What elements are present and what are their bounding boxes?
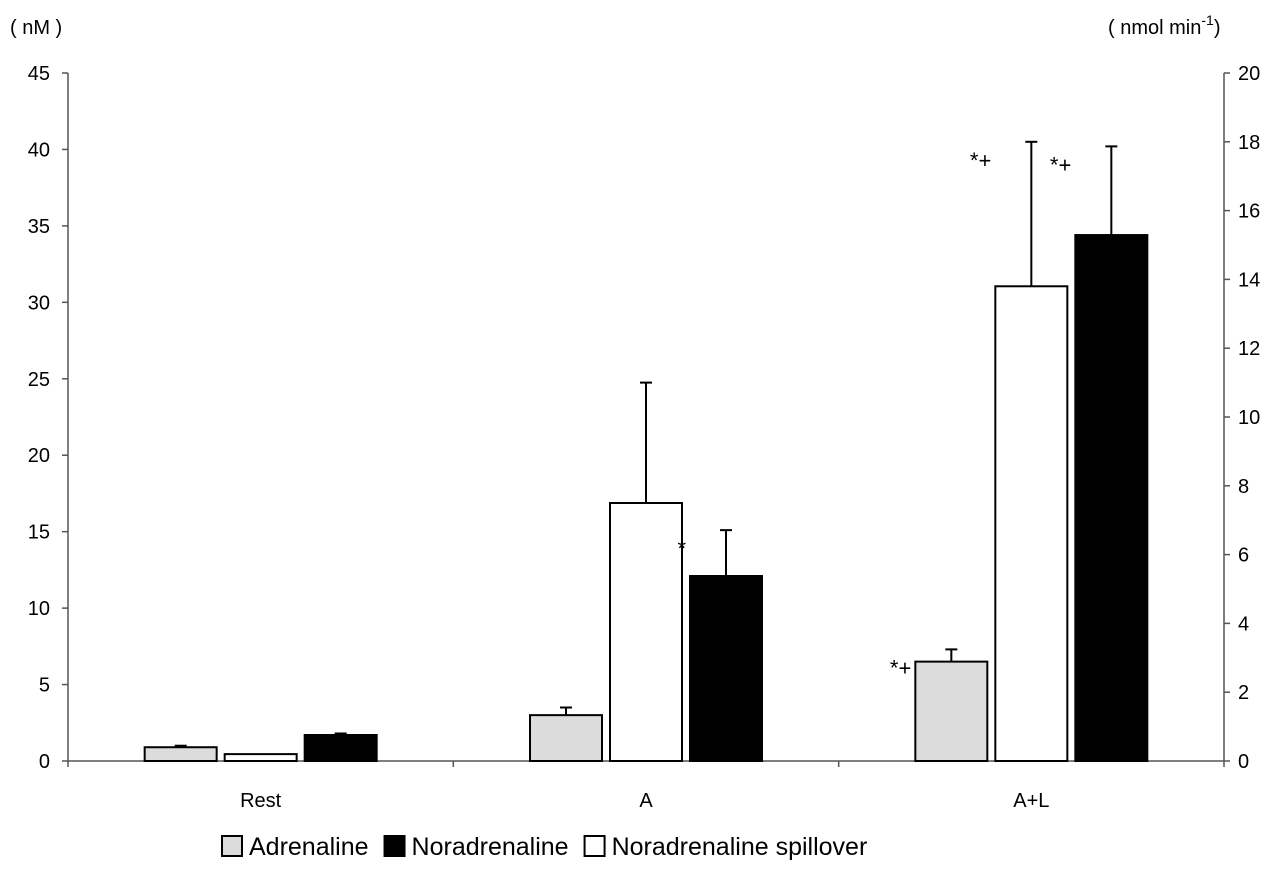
right-tick-label: 20 xyxy=(1238,63,1260,85)
left-tick-label: 10 xyxy=(28,598,50,620)
right-tick-label: 0 xyxy=(1238,751,1249,773)
bar xyxy=(994,285,1069,762)
left-tick-label: 45 xyxy=(28,63,50,85)
category-label: A+L xyxy=(1013,790,1049,812)
bars xyxy=(143,140,1149,763)
legend: Adrenaline Noradrenaline Noradrenaline spi… xyxy=(221,833,868,861)
left-tick-label: 20 xyxy=(28,445,50,467)
right-tick-label: 8 xyxy=(1238,476,1249,498)
bar xyxy=(223,753,298,762)
legend-swatch xyxy=(383,835,406,857)
left-tick-label: 30 xyxy=(28,292,50,314)
legend-label: Adrenaline xyxy=(249,833,369,861)
category-label: A xyxy=(639,790,653,812)
significance-marker: *+ xyxy=(1050,152,1071,177)
category-label: Rest xyxy=(240,790,282,812)
bar xyxy=(914,660,989,762)
right-tick-label: 16 xyxy=(1238,201,1260,223)
left-tick-label: 15 xyxy=(28,522,50,544)
significance-marker: * xyxy=(677,536,686,561)
labels: 0 5 10 15 20 25 30 35 40 45 0 2 4 6 8 10 12 14 16 18 20 ( nM … xyxy=(10,12,1260,812)
legend-label: Noradrenaline spillover xyxy=(612,833,868,861)
right-tick-label: 14 xyxy=(1238,269,1260,291)
right-tick-label: 6 xyxy=(1238,545,1249,567)
left-tick-label: 25 xyxy=(28,369,50,391)
right-tick-label: 4 xyxy=(1238,613,1249,635)
bar xyxy=(143,746,218,762)
right-tick-label: 2 xyxy=(1238,682,1249,704)
right-tick-label: 18 xyxy=(1238,132,1260,154)
bar xyxy=(609,502,683,762)
significance-marker: *+ xyxy=(890,655,911,680)
left-tick-label: 0 xyxy=(39,751,50,773)
right-tick-label: 12 xyxy=(1238,338,1260,360)
left-tick-label: 40 xyxy=(28,139,50,161)
left-axis-unit: ( nM ) xyxy=(10,17,62,39)
bar xyxy=(1074,234,1149,763)
bar xyxy=(689,575,763,763)
legend-label: Noradrenaline xyxy=(412,833,569,861)
legend-swatch xyxy=(583,835,606,857)
legend-swatch xyxy=(221,835,243,857)
left-tick-label: 5 xyxy=(39,675,50,697)
right-tick-label: 10 xyxy=(1238,407,1260,429)
bar xyxy=(303,734,378,763)
right-axis-unit: ( nmol min-1) xyxy=(1108,12,1220,39)
significance-marker: *+ xyxy=(970,148,991,173)
left-tick-label: 35 xyxy=(28,216,50,238)
bar xyxy=(529,714,603,763)
